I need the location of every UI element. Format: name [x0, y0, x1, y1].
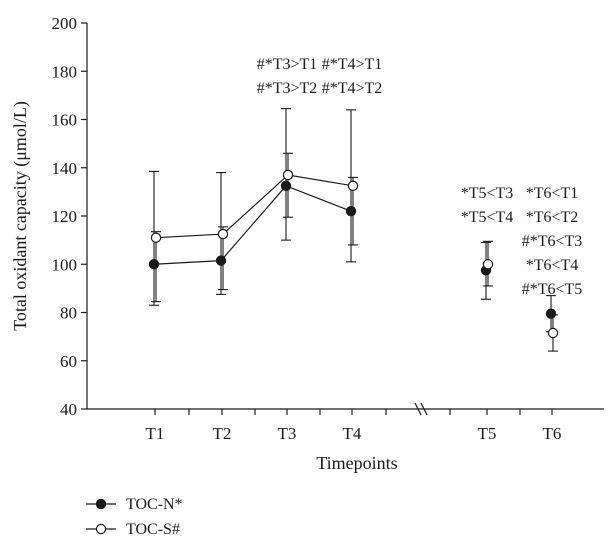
legend-marker: [95, 498, 107, 510]
annotation-label: #*T3>T2: [257, 80, 318, 97]
y-tick-label: 140: [52, 159, 78, 178]
annotation-label: #*T6<T5: [522, 281, 583, 298]
x-ticks: T1 T2 T3 T4 T5 T6: [146, 409, 562, 443]
data-point: [148, 259, 160, 270]
x-axis-title: Timepoints: [316, 453, 397, 473]
legend-marker: [95, 523, 107, 535]
y-tick-label: 120: [52, 207, 78, 226]
data-point: [347, 180, 359, 192]
legend-label: TOC-S#: [126, 521, 180, 538]
annotation-label: *T5<T4: [461, 209, 514, 226]
data-point: [282, 169, 294, 181]
y-tick-label: 180: [52, 62, 78, 81]
annotation-label: *T5<T3: [461, 185, 514, 202]
legend-label: TOC-N*: [126, 496, 183, 513]
x-tick-label: T5: [478, 424, 497, 443]
data-point: [150, 232, 162, 243]
data-point: [280, 180, 292, 192]
y-tick-label: 160: [52, 111, 78, 130]
x-tick-label: T6: [543, 424, 562, 443]
y-ticks: 40 60 80 100 120 140 160 180 200: [52, 14, 87, 419]
data-point: [547, 327, 559, 339]
y-tick-label: 200: [52, 14, 78, 33]
annotation-label: #*T6<T3: [522, 233, 583, 250]
data-point: [345, 205, 357, 217]
series-layer: [148, 108, 559, 352]
annotation-label: *T6<T2: [526, 209, 579, 226]
series-line: [155, 174, 354, 239]
series-toc-s: [150, 152, 559, 352]
data-point: [217, 228, 229, 240]
y-tick-label: 60: [60, 352, 77, 371]
axis-break-mark: [414, 402, 422, 416]
legend: TOC-N* TOC-S#: [86, 496, 183, 538]
y-tick-label: 100: [52, 255, 78, 274]
annotation-label: #*T4>T2: [322, 80, 383, 97]
axis-break-mark: [420, 402, 428, 416]
x-tick-label: T1: [146, 424, 165, 443]
x-tick-label: T2: [213, 424, 232, 443]
annotation-label: #*T3>T1: [257, 56, 318, 73]
series-line: [153, 185, 352, 265]
data-point: [482, 259, 494, 270]
data-point: [215, 255, 227, 266]
x-tick-label: T4: [343, 424, 362, 443]
x-tick-label: T3: [278, 424, 297, 443]
y-tick-label: 80: [60, 304, 77, 323]
y-tick-label: 40: [60, 400, 77, 419]
y-axis-title: Total oxidant capacity (μmol/L): [10, 101, 31, 331]
annotation-layer: #*T3>T1 #*T3>T2#*T4>T1 #*T4>T2 *T5<T3 *T5<T4…: [257, 56, 583, 298]
annotation-label: #*T4>T1: [322, 56, 383, 73]
data-point: [545, 308, 557, 319]
annotation-label: *T6<T4: [526, 257, 579, 274]
annotation-label: *T6<T1: [526, 185, 579, 202]
